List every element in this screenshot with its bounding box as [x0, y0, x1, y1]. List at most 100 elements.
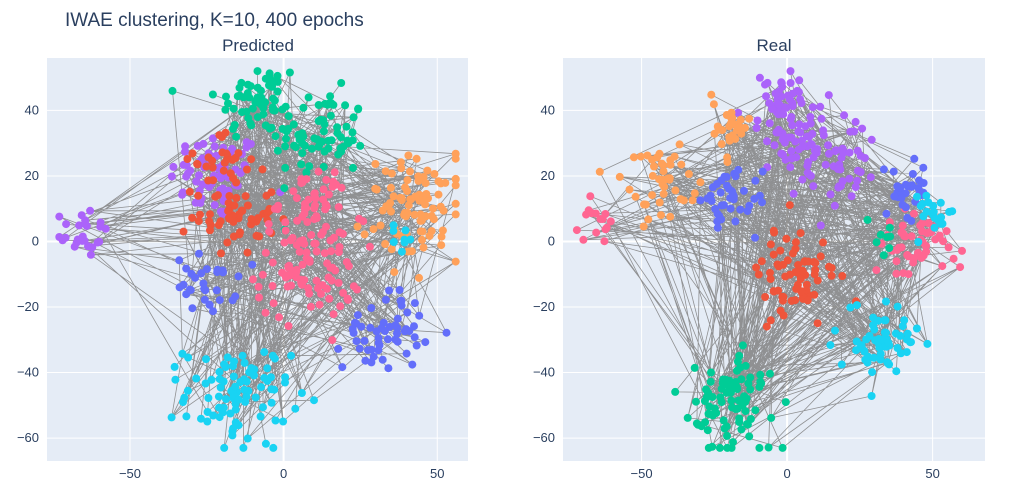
- data-point: [650, 162, 658, 171]
- data-point: [241, 192, 250, 201]
- data-point: [385, 286, 394, 295]
- data-point: [296, 275, 305, 284]
- data-point: [601, 225, 610, 234]
- data-point: [274, 201, 283, 210]
- data-point: [867, 392, 876, 400]
- data-point: [916, 201, 925, 210]
- y-tick-label: −20: [17, 299, 39, 314]
- data-point: [741, 123, 749, 132]
- data-point: [315, 300, 324, 309]
- data-point: [872, 266, 881, 275]
- data-point: [386, 183, 395, 192]
- data-point: [813, 319, 822, 328]
- data-point: [718, 378, 727, 387]
- data-point: [312, 247, 321, 256]
- data-point: [389, 226, 398, 235]
- data-point: [885, 244, 894, 253]
- data-point: [817, 114, 826, 123]
- data-point: [707, 90, 716, 99]
- data-point: [222, 92, 230, 101]
- data-point: [643, 151, 652, 160]
- data-point: [208, 134, 217, 143]
- data-point: [736, 205, 745, 214]
- data-point: [734, 108, 743, 117]
- data-point: [326, 92, 335, 101]
- data-point: [659, 189, 668, 198]
- data-point: [305, 257, 314, 266]
- x-tick-label: −50: [631, 466, 653, 481]
- data-point: [323, 284, 331, 293]
- data-point: [285, 68, 294, 77]
- data-point: [352, 319, 361, 328]
- data-point: [877, 335, 886, 344]
- data-point: [924, 219, 933, 228]
- data-point: [221, 128, 230, 137]
- data-point: [908, 170, 917, 178]
- data-point: [436, 179, 445, 188]
- data-point: [919, 179, 928, 187]
- data-point: [719, 416, 728, 425]
- data-point: [194, 217, 203, 226]
- data-point: [387, 169, 396, 178]
- data-point: [827, 271, 836, 280]
- data-point: [348, 128, 357, 137]
- data-point: [434, 190, 443, 199]
- data-point: [778, 296, 787, 305]
- data-point: [281, 163, 290, 172]
- data-point: [193, 141, 202, 150]
- data-point: [882, 209, 891, 218]
- data-point: [281, 102, 290, 111]
- data-point: [819, 131, 828, 140]
- data-point: [451, 154, 460, 163]
- data-point: [171, 375, 180, 384]
- data-point: [223, 238, 232, 247]
- data-point: [383, 335, 392, 344]
- data-point: [958, 246, 966, 255]
- data-point: [412, 154, 421, 163]
- data-point: [922, 242, 931, 250]
- data-point: [852, 346, 861, 355]
- data-point: [778, 443, 787, 452]
- data-point: [253, 67, 262, 76]
- data-point: [676, 195, 685, 204]
- data-point: [188, 213, 197, 222]
- data-point: [816, 221, 825, 230]
- data-point: [785, 95, 794, 104]
- data-point: [879, 251, 888, 260]
- data-point: [419, 243, 428, 252]
- data-point: [700, 397, 709, 405]
- data-point: [194, 191, 203, 200]
- data-point: [317, 230, 326, 239]
- data-point: [757, 257, 766, 266]
- data-point: [376, 221, 385, 230]
- data-point: [232, 132, 241, 141]
- data-point: [307, 144, 316, 153]
- y-tick-label: −60: [17, 430, 39, 445]
- data-point: [367, 358, 376, 367]
- data-point: [796, 95, 805, 104]
- data-point: [219, 166, 228, 175]
- data-point: [208, 90, 217, 99]
- y-tick-label: 40: [25, 102, 39, 117]
- data-point: [205, 217, 214, 226]
- data-point: [683, 413, 692, 422]
- data-point: [374, 346, 383, 355]
- data-point: [923, 339, 932, 348]
- data-point: [935, 231, 944, 240]
- data-point: [323, 259, 332, 268]
- data-point: [330, 168, 339, 177]
- data-point: [882, 297, 890, 306]
- data-point: [840, 111, 849, 120]
- data-point: [203, 417, 212, 426]
- data-point: [412, 341, 421, 350]
- data-point: [361, 356, 370, 365]
- data-point: [81, 219, 90, 228]
- data-point: [832, 146, 841, 155]
- data-point: [885, 223, 894, 232]
- data-point: [922, 191, 931, 200]
- data-point: [325, 294, 334, 303]
- data-point: [319, 127, 328, 136]
- data-point: [206, 226, 214, 235]
- data-point: [788, 121, 797, 130]
- data-point: [726, 204, 735, 213]
